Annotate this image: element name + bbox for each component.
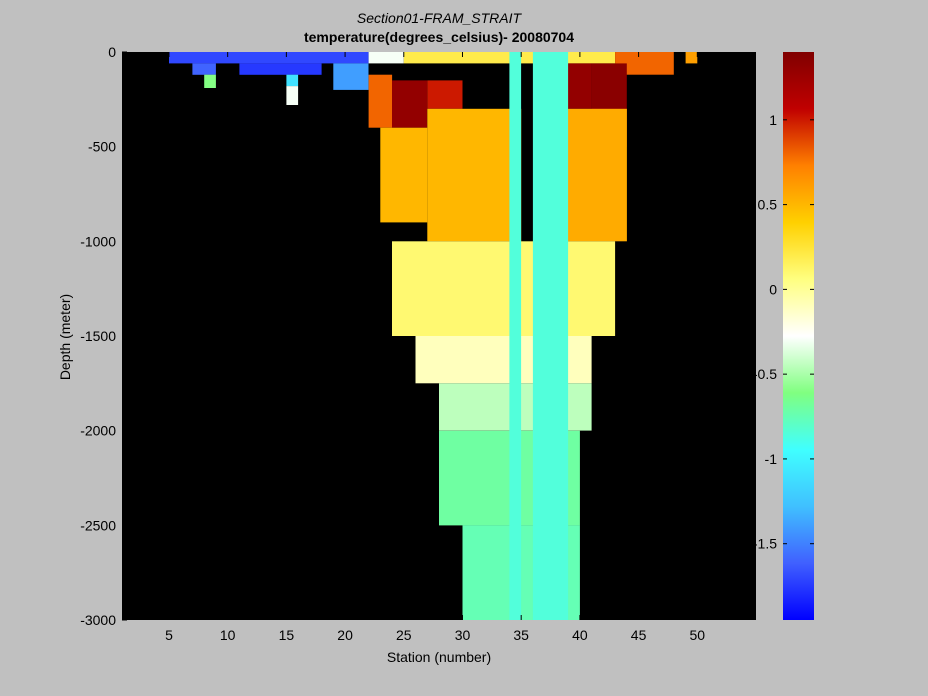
y-axis-ticks: 0 -500 -1000 -1500 -2000 -2500 -3000 <box>80 44 127 628</box>
x-axis-ticks: 5 10 15 20 25 30 35 40 45 50 <box>165 52 705 643</box>
chart-title: Section01-FRAM_STRAIT <box>356 10 522 26</box>
heatmap-cell <box>368 74 393 128</box>
heatmap-cell <box>192 63 216 75</box>
heatmap-cell <box>392 241 616 336</box>
heatmap-cell <box>380 127 428 223</box>
colorbar-tick-label: -1 <box>765 451 778 467</box>
heatmap-cell <box>286 74 299 87</box>
x-tick-label: 10 <box>220 627 236 643</box>
x-axis-label: Station (number) <box>386 649 492 665</box>
heatmap-cell <box>532 52 569 620</box>
y-tick-label: -3000 <box>80 612 116 628</box>
y-tick-label: 0 <box>108 44 116 60</box>
x-tick-label: 45 <box>631 627 647 643</box>
y-tick-label: -1500 <box>80 328 116 344</box>
y-tick-label: -500 <box>88 139 116 155</box>
heatmap-cell <box>427 108 522 242</box>
heatmap-cell <box>368 52 404 64</box>
x-tick-label: 30 <box>455 627 471 643</box>
colorbar-tick-label: -0.5 <box>753 366 777 382</box>
heatmap-cell <box>239 63 322 75</box>
heatmap-cells <box>169 52 698 620</box>
x-tick-label: 20 <box>337 627 353 643</box>
colorbar-tick-label: 1 <box>769 112 777 128</box>
colorbar <box>783 52 814 620</box>
y-tick-label: -1000 <box>80 233 116 249</box>
heatmap-cell <box>509 52 522 620</box>
heatmap-cell <box>333 63 369 90</box>
x-tick-label: 50 <box>690 627 706 643</box>
heatmap-cell <box>392 80 428 128</box>
heatmap-cell <box>204 74 216 88</box>
x-tick-label: 5 <box>165 627 173 643</box>
heatmap-cell <box>427 80 463 109</box>
heatmap-cell <box>286 86 299 105</box>
colorbar-tick-label: 0.5 <box>758 197 778 213</box>
x-tick-label: 15 <box>279 627 295 643</box>
colorbar-tick-label: -1.5 <box>753 536 777 552</box>
colorbar-ticks: 1 0.5 0 -0.5 -1 -1.5 <box>753 112 814 552</box>
heatmap-cell <box>169 52 369 64</box>
heatmap-cell <box>685 52 698 64</box>
y-tick-label: -2500 <box>80 517 116 533</box>
x-tick-label: 35 <box>513 627 529 643</box>
y-tick-label: -2000 <box>80 423 116 439</box>
colorbar-tick-label: 0 <box>769 281 777 297</box>
x-tick-label: 25 <box>396 627 412 643</box>
x-tick-label: 40 <box>572 627 588 643</box>
chart-subtitle: temperature(degrees_celsius)- 20080704 <box>303 29 575 45</box>
heatmap-cell <box>615 52 674 75</box>
y-axis-label: Depth (meter) <box>57 293 73 381</box>
